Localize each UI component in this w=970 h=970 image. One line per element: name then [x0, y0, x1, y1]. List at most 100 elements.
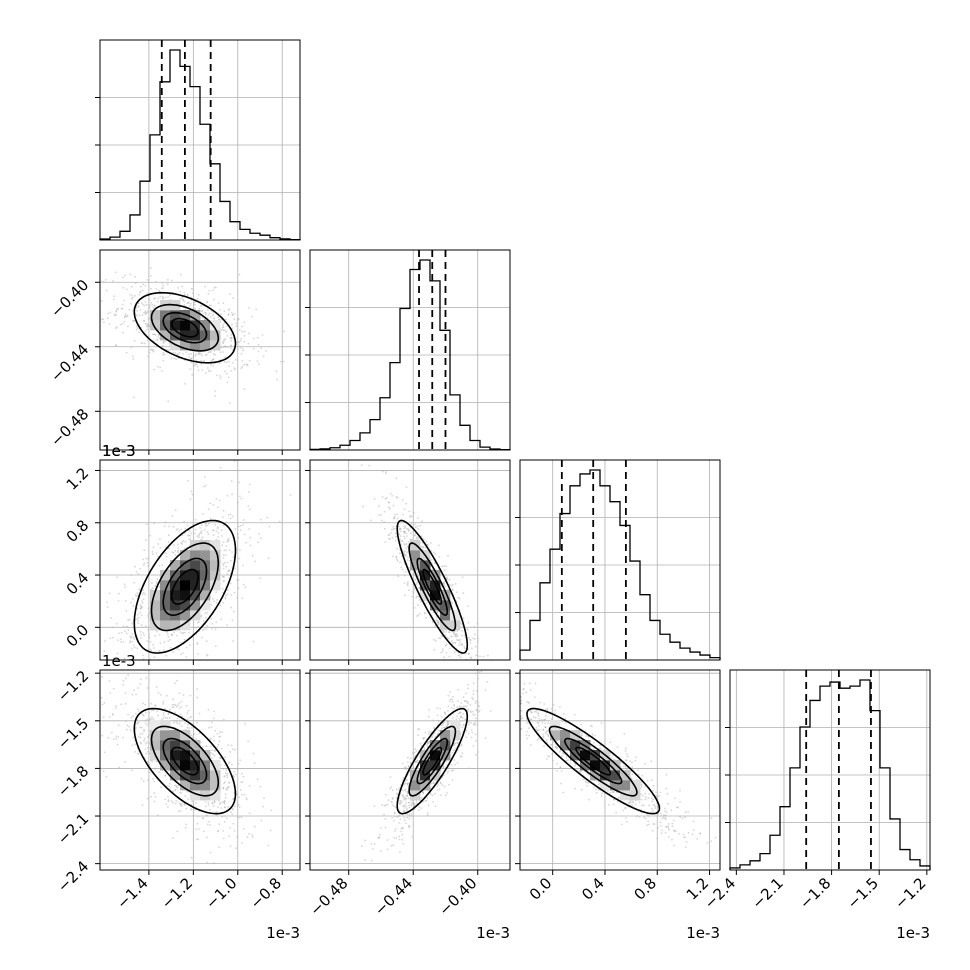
sample-point: [441, 723, 444, 726]
sample-point: [471, 710, 474, 713]
sample-point: [151, 716, 153, 719]
sample-point: [371, 848, 374, 850]
sample-point: [211, 802, 214, 805]
sample-point: [126, 724, 129, 727]
contour-line-4: [170, 568, 199, 605]
sample-point: [401, 801, 403, 804]
sample-point: [152, 778, 155, 780]
sample-point: [179, 290, 182, 293]
sample-point: [225, 318, 227, 321]
sample-point: [441, 784, 444, 786]
sample-point: [368, 464, 371, 467]
sample-point: [146, 279, 149, 281]
sample-point: [544, 732, 547, 735]
sample-point: [248, 359, 251, 362]
sample-point: [164, 716, 167, 719]
sample-point: [238, 806, 241, 808]
sample-point: [124, 314, 126, 317]
sample-point: [422, 791, 424, 794]
sample-point: [455, 718, 458, 720]
sample-point: [428, 730, 430, 733]
sample-point: [120, 703, 123, 706]
sample-point: [149, 267, 152, 269]
sample-point: [225, 545, 228, 547]
sample-point: [465, 729, 468, 732]
sample-point: [139, 683, 142, 685]
sample-point: [234, 358, 237, 361]
sample-point: [428, 708, 430, 711]
sample-point: [243, 363, 245, 366]
sample-point: [230, 311, 233, 314]
sample-point: [476, 640, 479, 642]
sample-point: [398, 835, 400, 838]
sample-point: [236, 319, 239, 321]
sample-point: [140, 637, 142, 639]
sample-point: [453, 663, 455, 665]
sample-point: [445, 631, 448, 633]
sample-point: [421, 541, 424, 544]
sample-point: [259, 537, 262, 540]
sample-point: [243, 793, 246, 796]
sample-point: [106, 601, 108, 603]
sample-point: [191, 493, 194, 496]
sample-point: [407, 529, 410, 532]
sample-point: [197, 838, 200, 841]
sample-point: [469, 662, 471, 664]
sample-point: [207, 801, 210, 804]
sample-point: [184, 308, 187, 311]
sample-point: [452, 695, 454, 698]
sample-point: [167, 349, 170, 351]
sample-point: [422, 800, 424, 803]
sample-point: [177, 704, 180, 707]
sample-point: [100, 696, 103, 699]
sample-point: [403, 816, 406, 819]
sample-point: [440, 716, 443, 718]
sample-point: [228, 365, 231, 367]
sample-point: [629, 760, 631, 762]
sample-point: [146, 292, 149, 295]
sample-point: [131, 693, 134, 696]
sample-point: [229, 582, 232, 585]
sample-point: [203, 830, 205, 833]
density-cell: [200, 590, 211, 601]
sample-point: [637, 773, 640, 776]
sample-point: [181, 285, 184, 288]
density-cell: [190, 570, 201, 581]
sample-point: [475, 753, 477, 756]
sample-point: [180, 542, 182, 545]
sample-point: [444, 711, 446, 714]
sample-point: [125, 632, 128, 635]
sample-point: [517, 741, 519, 743]
sample-point: [647, 815, 650, 817]
sample-point: [243, 388, 246, 391]
sample-point: [226, 335, 229, 337]
sample-point: [455, 633, 458, 635]
sample-point: [472, 637, 474, 640]
sample-point: [262, 355, 265, 358]
sample-point: [211, 313, 214, 316]
sample-point: [405, 486, 408, 489]
sample-point: [115, 344, 117, 347]
sample-point: [406, 795, 409, 797]
sample-point: [237, 587, 240, 590]
sample-point: [190, 856, 193, 859]
sample-point: [124, 630, 126, 632]
sample-point: [468, 636, 471, 639]
sample-point: [96, 678, 98, 680]
sample-point: [155, 686, 158, 688]
sample-point: [152, 643, 155, 646]
sample-point: [144, 322, 147, 325]
panel-content: [96, 670, 300, 870]
sample-point: [143, 549, 146, 552]
sample-point: [148, 633, 151, 635]
sample-point: [387, 506, 390, 509]
sample-point: [463, 646, 466, 648]
sample-point: [177, 547, 180, 549]
sample-point: [384, 541, 387, 543]
sample-point: [147, 557, 150, 560]
sample-point: [131, 309, 134, 312]
sample-point: [439, 707, 441, 710]
sample-point: [416, 573, 419, 576]
sample-point: [662, 814, 665, 817]
sample-point: [212, 529, 215, 532]
